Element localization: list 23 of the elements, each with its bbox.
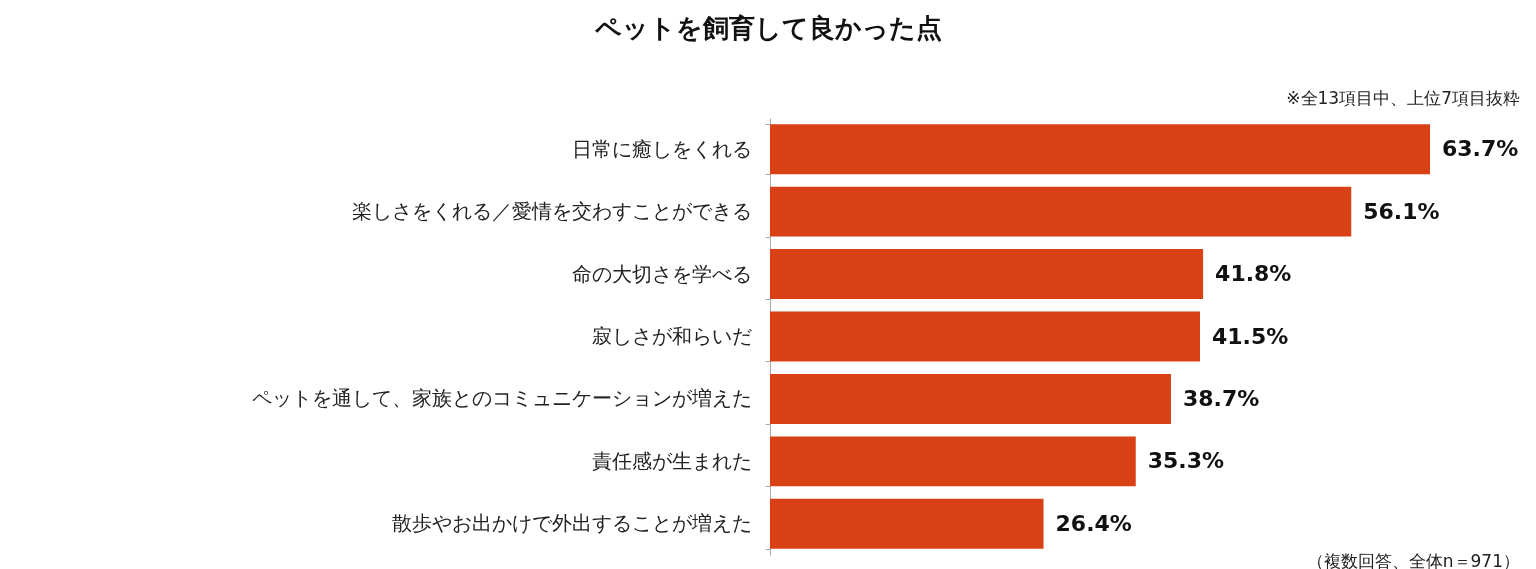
data-label: 26.4% [1055,510,1132,536]
y-tick-label: 散歩やお出かけで外出することが増えた [391,511,752,536]
text: ※全13項目中、上位7項目抜粋 [1286,88,1520,108]
y-tick-label: 日常に癒しをくれる [571,136,752,161]
y-tick-label: ペットを通して、家族とのコミュニケーションが増えた [251,386,752,411]
chart-title: ペットを飼育して良かった点 [593,13,942,43]
bar [770,498,1044,549]
bar [770,249,1204,300]
data-label: 41.5% [1211,323,1289,349]
y-tick-label: 楽しさをくれる／愛情を交わすことができる [351,199,752,224]
bar [770,311,1200,362]
data-label: 41.8% [1215,261,1292,287]
y-tick-label: 命の大切さを学べる [571,261,752,286]
data-label: 63.7% [1442,136,1519,162]
y-tick-label: 寂しさが和らいだ [591,324,752,348]
data-label: 35.3% [1147,448,1225,474]
bar [770,373,1171,424]
data-label: 38.7% [1182,385,1260,411]
y-tick-label: 責任感が生まれた [591,448,752,473]
bar [770,186,1352,237]
bar [770,436,1136,487]
data-label: 56.1% [1363,198,1440,224]
bar [770,124,1430,175]
